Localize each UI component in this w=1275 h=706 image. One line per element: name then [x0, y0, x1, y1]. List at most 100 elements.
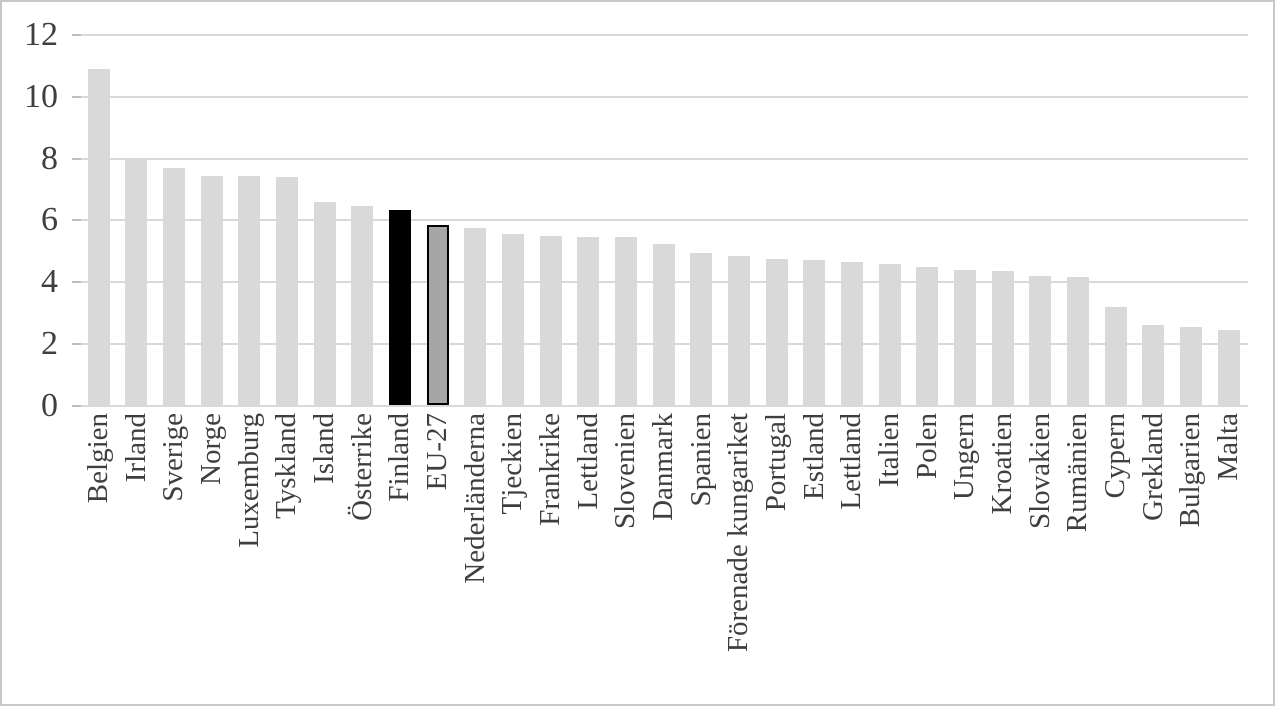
bar-f-renade-kungariket [728, 255, 751, 406]
y-tick-mark [72, 34, 81, 37]
x-axis-label: Bulgarien [1174, 413, 1207, 528]
x-axis-label: Cypern [1099, 413, 1131, 499]
x-axis-label-cell: Island [307, 413, 343, 704]
x-axis-label: Luxemburg [232, 413, 265, 548]
x-axis-label: Lettland [835, 413, 868, 510]
x-axis-label-cell: Norge [194, 413, 230, 704]
bar-island [313, 201, 336, 406]
x-axis-label-cell: Finland [382, 413, 418, 704]
x-axis-label: Belgien [82, 413, 115, 504]
bar-spanien [690, 252, 713, 406]
x-axis-label-cell: Rumänien [1060, 413, 1096, 704]
x-axis-label-cell: EU-27 [420, 413, 456, 704]
x-axis-label: Norge [195, 413, 228, 485]
bar-lettland [841, 262, 864, 406]
gridline-y-6 [80, 219, 1248, 222]
bar-rum-nien [1067, 277, 1090, 406]
bar-belgien [87, 69, 110, 406]
x-axis-label-cell: Polen [909, 413, 945, 704]
y-tick-mark [72, 219, 81, 222]
x-axis-label-cell: Irland [118, 413, 154, 704]
x-axis-label: Estland [797, 413, 830, 500]
x-axis-label-cell: Bulgarien [1173, 413, 1209, 704]
y-axis-tick-label: 8 [41, 139, 58, 177]
x-axis-label-cell: Sverige [156, 413, 192, 704]
x-axis-label-cell: Estland [796, 413, 832, 704]
bar-lettland [577, 237, 600, 406]
x-axis-label: Ungern [948, 413, 981, 500]
bar-sverige [163, 167, 186, 406]
y-axis-tick-label: 2 [41, 324, 58, 362]
x-axis-label: Italien [873, 413, 906, 488]
x-axis-label: Nederländerna [458, 413, 491, 584]
y-tick-mark [72, 342, 81, 345]
x-axis-label-cell: Luxemburg [231, 413, 267, 704]
bar-kroatien [991, 271, 1014, 406]
x-axis-label: Polen [910, 413, 943, 480]
x-axis-label-cell: Grekland [1135, 413, 1171, 704]
bar-tyskland [276, 177, 299, 406]
x-axis-label: Lettland [571, 413, 604, 510]
bar-portugal [765, 258, 788, 406]
x-axis-label-cell: Frankrike [533, 413, 569, 704]
x-axis-label: Österrike [345, 413, 378, 521]
y-tick-mark [72, 281, 81, 284]
gridline-y-8 [80, 157, 1248, 160]
x-axis-label-cell: Lettland [834, 413, 870, 704]
y-tick-mark [72, 404, 81, 407]
x-axis-label: Förenade kungariket [722, 413, 755, 653]
bar-slovenien [615, 237, 638, 406]
x-axis-label-cell: Portugal [759, 413, 795, 704]
bar-nederl-nderna [464, 228, 487, 406]
y-tick-mark [72, 157, 81, 160]
bar-cypern [1104, 306, 1127, 406]
x-axis-label-cell: Cypern [1098, 413, 1134, 704]
x-axis-label: Malta [1211, 413, 1244, 481]
y-axis-tick-label: 12 [24, 16, 58, 54]
x-axis-label: Danmark [647, 413, 680, 521]
x-axis-label-cell: Belgien [81, 413, 117, 704]
bar-tjeckien [502, 234, 525, 406]
bar-finland [389, 209, 412, 406]
x-axis-label: Frankrike [534, 413, 567, 526]
y-tick-mark [72, 95, 81, 98]
bar-frankrike [539, 235, 562, 406]
x-axis-label-cell: Slovenien [608, 413, 644, 704]
bar-irland [125, 158, 148, 406]
x-axis-label: Tyskland [270, 413, 303, 519]
x-axis-label: Portugal [760, 413, 793, 512]
x-axis-label-cell: Spanien [683, 413, 719, 704]
x-axis-label: Grekland [1136, 413, 1169, 521]
x-axis-label-cell: Kroatien [985, 413, 1021, 704]
x-axis-label-cell: Ungern [947, 413, 983, 704]
bar-malta [1217, 329, 1240, 406]
bar--sterrike [351, 206, 374, 406]
x-axis-label-cell: Nederländerna [457, 413, 493, 704]
bar-eu-27 [426, 224, 449, 406]
x-axis-label: Rumänien [1061, 413, 1094, 533]
bar-bulgarien [1180, 326, 1202, 406]
bar-italien [878, 263, 901, 406]
x-axis-label: Irland [119, 413, 152, 483]
x-axis-label-cell: Danmark [646, 413, 682, 704]
bar-estland [803, 260, 826, 406]
x-axis-label-cell: Lettland [570, 413, 606, 704]
x-axis-label: Sverige [157, 413, 190, 502]
x-axis-label: Tjeckien [496, 413, 529, 515]
x-axis-label-cell: Förenade kungariket [721, 413, 757, 704]
x-axis-label-cell: Österrike [344, 413, 380, 704]
y-axis-tick-label: 0 [41, 386, 58, 424]
x-axis-label-cell: Malta [1211, 413, 1247, 704]
bar-grekland [1142, 325, 1165, 406]
x-axis-label: Island [308, 413, 341, 484]
x-axis-label: Kroatien [986, 413, 1019, 515]
gridline-y-0 [80, 404, 1248, 407]
x-axis-label-cell: Tyskland [269, 413, 305, 704]
bar-polen [916, 266, 939, 406]
bar-norge [200, 175, 223, 406]
gridline-y-12 [80, 34, 1248, 37]
y-axis-tick-label: 10 [24, 77, 58, 115]
x-axis-label: Slovakien [1023, 413, 1056, 529]
